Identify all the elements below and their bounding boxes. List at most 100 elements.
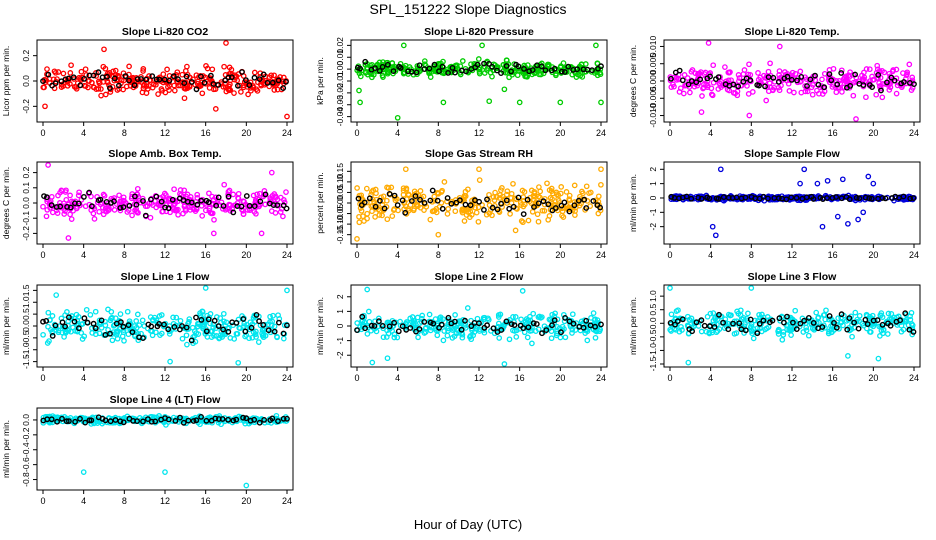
hourly-point: [240, 414, 247, 421]
data-point: [725, 69, 732, 76]
data-point: [569, 330, 575, 336]
hourly-point: [906, 326, 913, 333]
hourly-point: [81, 193, 87, 200]
data-point: [222, 80, 228, 87]
data-point: [740, 314, 747, 321]
data-point: [409, 314, 416, 320]
hourly-point: [855, 325, 862, 332]
hourly-point: [807, 76, 814, 83]
hourly-point: [882, 195, 889, 202]
hourly-point: [733, 194, 740, 201]
hourly-point: [770, 74, 777, 81]
hourly-point: [439, 63, 446, 70]
hourly-point: [570, 320, 577, 327]
data-point: [183, 193, 189, 200]
hourly-point: [875, 72, 882, 78]
hourly-point: [590, 198, 597, 204]
data-point: [698, 69, 704, 75]
data-point: [356, 219, 363, 226]
hourly-point: [188, 337, 195, 344]
hourly-point: [122, 73, 129, 80]
hourly-point: [215, 82, 222, 88]
data-point: [147, 214, 154, 221]
hourly-point: [134, 418, 141, 424]
data-point: [780, 329, 787, 335]
hourly-point: [698, 317, 705, 324]
data-point: [571, 182, 578, 189]
data-point: [370, 187, 377, 194]
data-point: [204, 65, 211, 72]
outlier-point: [440, 99, 447, 106]
hourly-point: [735, 83, 742, 90]
data-point: [709, 92, 716, 99]
data-point: [91, 420, 97, 427]
data-point: [45, 309, 52, 316]
data-point: [809, 91, 816, 98]
data-point: [253, 328, 259, 335]
y-tick-label: 0.0: [21, 320, 31, 332]
hourly-point: [575, 197, 582, 204]
hourly-point: [434, 197, 441, 204]
hourly-point: [417, 196, 423, 203]
data-point: [94, 420, 101, 426]
data-point: [687, 89, 693, 96]
data-point: [93, 414, 99, 421]
hourly-point: [274, 202, 281, 209]
hourly-point: [508, 68, 514, 75]
data-point: [495, 320, 502, 327]
data-point: [530, 193, 537, 199]
hourly-point: [566, 208, 573, 215]
outlier-point: [557, 99, 564, 106]
hourly-point: [747, 77, 754, 84]
hourly-point: [838, 311, 845, 318]
hourly-point: [183, 324, 190, 331]
data-point: [886, 87, 893, 93]
hourly-point: [760, 317, 767, 324]
data-point: [792, 70, 799, 77]
hourly-point: [120, 419, 127, 426]
hourly-point: [394, 202, 401, 209]
data-point: [59, 329, 66, 336]
x-tick-label: 8: [436, 250, 441, 260]
x-tick-label: 20: [241, 128, 251, 138]
hourly-point: [49, 332, 56, 339]
hourly-point: [242, 77, 249, 84]
hourly-point: [366, 195, 373, 202]
data-point: [72, 327, 79, 334]
data-point: [141, 81, 148, 88]
data-point: [535, 193, 542, 200]
data-point: [507, 211, 513, 217]
hourly-point: [233, 319, 240, 326]
hourly-point: [359, 313, 366, 320]
hourly-point: [847, 83, 854, 89]
data-point: [250, 314, 257, 321]
data-point: [592, 197, 599, 204]
x-tick-label: 24: [596, 128, 606, 138]
data-point: [105, 306, 111, 313]
data-point: [267, 313, 273, 320]
hourly-point: [397, 65, 404, 71]
y-tick-label: 1: [648, 181, 658, 186]
hourly-point: [524, 196, 531, 203]
chart-title: Slope Line 1 Flow: [121, 271, 211, 283]
data-point: [707, 310, 714, 317]
data-point: [44, 340, 51, 346]
hourly-point: [391, 192, 398, 199]
y-axis-label: ml/min per min.: [628, 297, 638, 355]
hourly-point: [902, 310, 909, 317]
data-point: [422, 329, 429, 335]
data-point: [823, 307, 829, 314]
data-point: [863, 66, 870, 72]
data-point: [539, 207, 546, 214]
hourly-point: [798, 74, 805, 80]
hourly-point: [102, 417, 109, 424]
hourly-point: [869, 84, 875, 91]
data-point: [255, 339, 262, 345]
hourly-point: [84, 319, 91, 326]
hourly-point: [431, 61, 438, 68]
data-point: [212, 194, 219, 201]
data-point: [194, 80, 201, 87]
data-point: [87, 311, 94, 318]
x-tick-label: 12: [160, 496, 170, 506]
hourly-point: [794, 77, 800, 84]
